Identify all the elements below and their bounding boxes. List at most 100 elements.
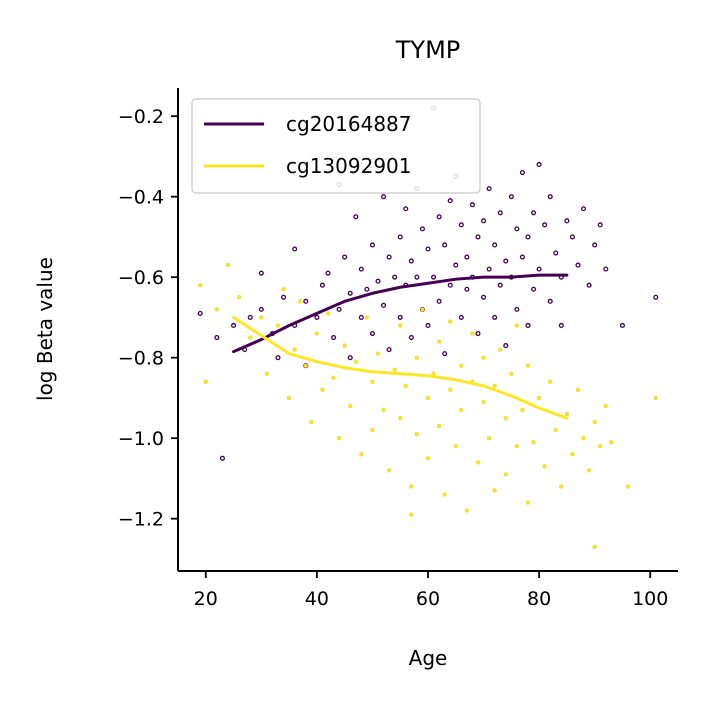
data-point (436, 423, 442, 429)
data-point (492, 488, 497, 493)
data-point (503, 415, 508, 421)
data-point (553, 250, 559, 256)
data-point (458, 222, 464, 228)
data-point (258, 270, 264, 276)
data-point (369, 242, 375, 248)
data-point (403, 206, 409, 212)
data-point (464, 254, 470, 260)
data-point (409, 512, 414, 517)
data-point (514, 444, 520, 449)
data-point (536, 161, 542, 168)
data-point (381, 302, 387, 308)
data-point (314, 314, 320, 320)
data-point (475, 460, 481, 465)
data-point (448, 387, 453, 393)
data-point (219, 455, 225, 461)
data-point (231, 322, 237, 329)
data-point (553, 427, 558, 433)
data-point (514, 306, 520, 312)
data-point (597, 222, 603, 228)
data-point (397, 314, 403, 320)
data-point (536, 395, 542, 401)
data-point (486, 266, 492, 272)
data-point (531, 286, 537, 292)
data-point (431, 274, 437, 280)
data-point (336, 436, 342, 441)
data-point (542, 222, 548, 228)
data-point (575, 387, 581, 393)
data-point (331, 334, 337, 341)
data-point (258, 306, 264, 312)
data-point (264, 371, 270, 376)
y-tick-label: −0.8 (118, 348, 164, 370)
data-point (436, 214, 442, 220)
data-point (492, 314, 498, 320)
data-point (197, 310, 203, 316)
data-point (425, 456, 431, 461)
data-point (603, 266, 609, 272)
data-point (375, 278, 381, 284)
data-point (492, 242, 498, 248)
data-point (353, 359, 358, 364)
data-point (509, 371, 514, 376)
data-point (359, 452, 364, 457)
data-point (470, 331, 475, 336)
data-point (436, 298, 442, 304)
data-point (559, 484, 564, 489)
data-point (475, 330, 481, 337)
y-tick-label: −1.2 (118, 509, 164, 531)
x-tick-label: 40 (305, 588, 329, 610)
data-point (248, 335, 253, 340)
data-point (320, 387, 325, 393)
x-tick-label: 100 (632, 588, 668, 610)
legend-label-cg13092901: cg13092901 (286, 154, 412, 178)
data-point (436, 339, 442, 344)
data-point (275, 355, 281, 361)
data-point (214, 307, 220, 312)
y-tick-label: −0.6 (118, 267, 164, 289)
data-point (497, 282, 503, 288)
data-point (498, 347, 503, 352)
data-point (303, 363, 308, 368)
data-point (447, 282, 453, 288)
data-point (386, 468, 392, 473)
data-point (464, 286, 470, 292)
data-point (236, 295, 242, 300)
data-point (625, 484, 631, 489)
data-point (508, 194, 514, 200)
data-point (458, 314, 464, 320)
data-point (503, 343, 509, 349)
data-point (342, 343, 347, 348)
data-point (370, 427, 375, 433)
data-point (408, 334, 414, 341)
data-point (398, 415, 403, 421)
data-point (464, 508, 470, 513)
data-point (358, 266, 364, 272)
data-point (442, 492, 447, 497)
data-point (381, 407, 386, 413)
data-point (453, 262, 459, 268)
data-point (581, 436, 586, 441)
data-point (609, 440, 614, 445)
data-point (425, 246, 431, 252)
data-point (347, 355, 353, 361)
data-point (581, 206, 587, 212)
data-point (392, 367, 397, 372)
data-point (369, 330, 375, 337)
data-point (442, 242, 448, 248)
data-point (331, 375, 336, 380)
data-point (414, 432, 420, 437)
data-point (547, 194, 553, 200)
data-point (653, 395, 658, 401)
ticks: 20 40 60 80 100 −1.2 −1.0 −0.8 −0.6 −0.4 −0.2 (118, 106, 668, 610)
data-point (448, 319, 453, 324)
data-point (592, 242, 598, 248)
data-point (586, 468, 592, 473)
x-tick-label: 60 (416, 588, 440, 610)
data-point (203, 379, 208, 384)
data-point (398, 323, 403, 328)
data-point (459, 407, 464, 413)
data-point (409, 484, 414, 489)
data-point (414, 274, 420, 280)
data-point (403, 383, 408, 389)
